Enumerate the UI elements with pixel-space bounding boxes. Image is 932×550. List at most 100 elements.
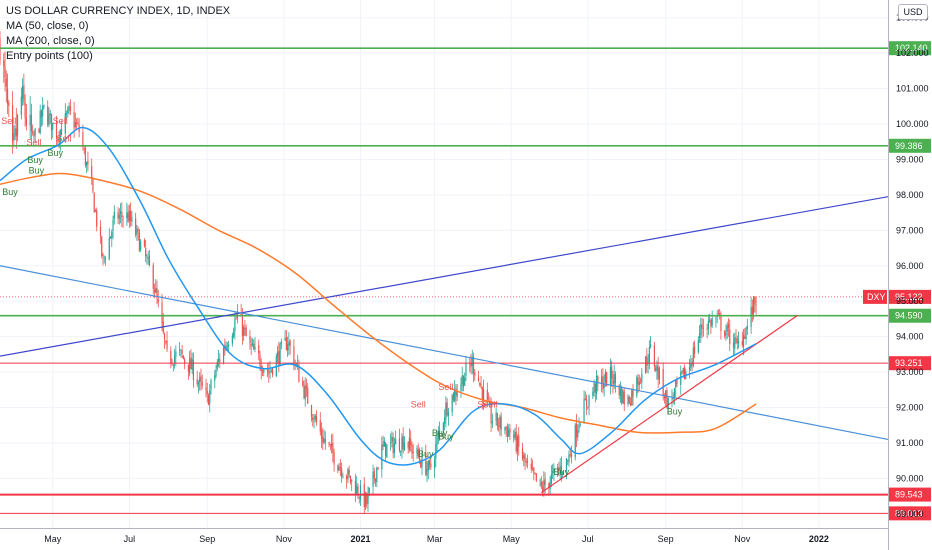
candle-body — [568, 454, 570, 463]
candle-body — [349, 475, 352, 483]
candle-body — [559, 466, 561, 471]
candle-body — [102, 254, 104, 257]
candle-body — [611, 366, 613, 379]
candle-body — [426, 469, 428, 476]
candle-body — [6, 88, 9, 104]
candle-body — [348, 469, 350, 475]
candle-body — [234, 319, 236, 332]
candle-body — [444, 417, 446, 424]
candle-body — [618, 384, 620, 396]
legend-entry-points[interactable]: Entry points (100) — [6, 50, 93, 62]
candle-body — [474, 372, 476, 376]
candle-body — [553, 468, 555, 473]
signal-sell: Sell — [57, 134, 72, 144]
horizontal-levels[interactable]: 102.140 99.386 94.590 93.251 89.543 89.013 DXY… — [0, 41, 931, 521]
candle-body — [192, 360, 195, 381]
candle-body — [402, 436, 404, 450]
candle-body — [314, 415, 316, 420]
candle-body — [525, 461, 527, 463]
candle-body — [411, 444, 413, 454]
candle-body — [650, 344, 652, 348]
candle-body — [680, 371, 682, 385]
candle-body — [376, 467, 378, 483]
candle-body — [481, 387, 483, 401]
candle-body — [328, 441, 330, 445]
candle-body — [737, 340, 740, 344]
trend-line-rising-purple[interactable] — [0, 196, 889, 357]
candle-body — [8, 102, 10, 106]
candle-body — [539, 480, 541, 481]
candle-body — [50, 113, 53, 131]
candle-body — [755, 303, 757, 305]
candle-body — [439, 430, 441, 434]
candle-body — [337, 465, 339, 471]
signal-buy: Buy — [27, 155, 43, 165]
signal-sell: Sell — [53, 116, 68, 126]
candle-body — [403, 442, 406, 451]
candle-body — [541, 486, 544, 492]
candle-body — [746, 325, 748, 329]
candle-body — [504, 427, 506, 431]
candle-body — [585, 399, 588, 406]
candle-body — [717, 313, 720, 315]
candle-body — [304, 386, 306, 400]
candle-body — [200, 376, 202, 381]
candle-body — [560, 465, 563, 474]
trend-line-falling-blue[interactable] — [0, 265, 889, 440]
candle-body — [632, 389, 634, 397]
candle-body — [665, 390, 667, 399]
signal-buy: Buy — [667, 407, 683, 417]
currency-button[interactable]: USD — [898, 4, 928, 20]
candle-body — [302, 381, 304, 386]
candle-body — [521, 447, 524, 459]
candle-body — [639, 380, 642, 382]
candle-body — [173, 356, 176, 364]
candle-body — [500, 416, 502, 430]
candle-body — [170, 350, 172, 363]
candle-body — [59, 129, 61, 143]
candle-body — [82, 132, 84, 147]
candle-body — [119, 211, 122, 214]
candle-body — [726, 325, 728, 332]
candle-body — [711, 318, 713, 326]
candle-body — [121, 211, 123, 218]
candle-body — [320, 429, 323, 439]
candle-body — [741, 340, 743, 346]
legend-ma200[interactable]: MA (200, close, 0) — [6, 35, 95, 47]
candle-body — [305, 385, 308, 389]
candle-body — [13, 133, 15, 140]
ma50-line — [0, 126, 757, 466]
level-price-label-bg — [889, 356, 931, 371]
legend-ma50[interactable]: MA (50, close, 0) — [6, 20, 89, 32]
candle-body — [48, 114, 50, 125]
candle-body — [383, 440, 385, 447]
candle-body — [268, 371, 270, 374]
candle-body — [637, 377, 639, 385]
level-price-label: 89.543 — [895, 490, 923, 500]
candle-body — [647, 363, 649, 365]
candle-body — [627, 396, 629, 404]
candle-body — [688, 366, 691, 371]
candle-body — [653, 345, 655, 367]
candle-body — [732, 342, 735, 348]
price-tick-label: 102.000 — [896, 48, 929, 58]
candle-body — [530, 463, 532, 470]
candle-body — [565, 458, 568, 471]
candle-body — [332, 442, 334, 454]
candle-body — [425, 453, 427, 475]
candle-body — [575, 423, 578, 438]
candle-body — [310, 405, 313, 417]
candle-body — [593, 382, 595, 393]
candle-body — [76, 123, 78, 124]
candle-body — [322, 436, 324, 443]
candle-body — [354, 480, 357, 496]
candle-body — [126, 212, 128, 219]
candle-body — [24, 102, 26, 118]
trend-line-rising-support-red[interactable] — [540, 314, 798, 494]
price-axis[interactable]: 103.000102.000101.000100.00099.00098.000… — [888, 0, 929, 550]
candle-body — [101, 236, 103, 256]
candle-body — [447, 412, 449, 417]
candle-body — [456, 392, 458, 397]
time-axis[interactable]: May Jul Sep Nov 2021 Mar May Jul Sep Nov 2022 — [0, 528, 888, 545]
